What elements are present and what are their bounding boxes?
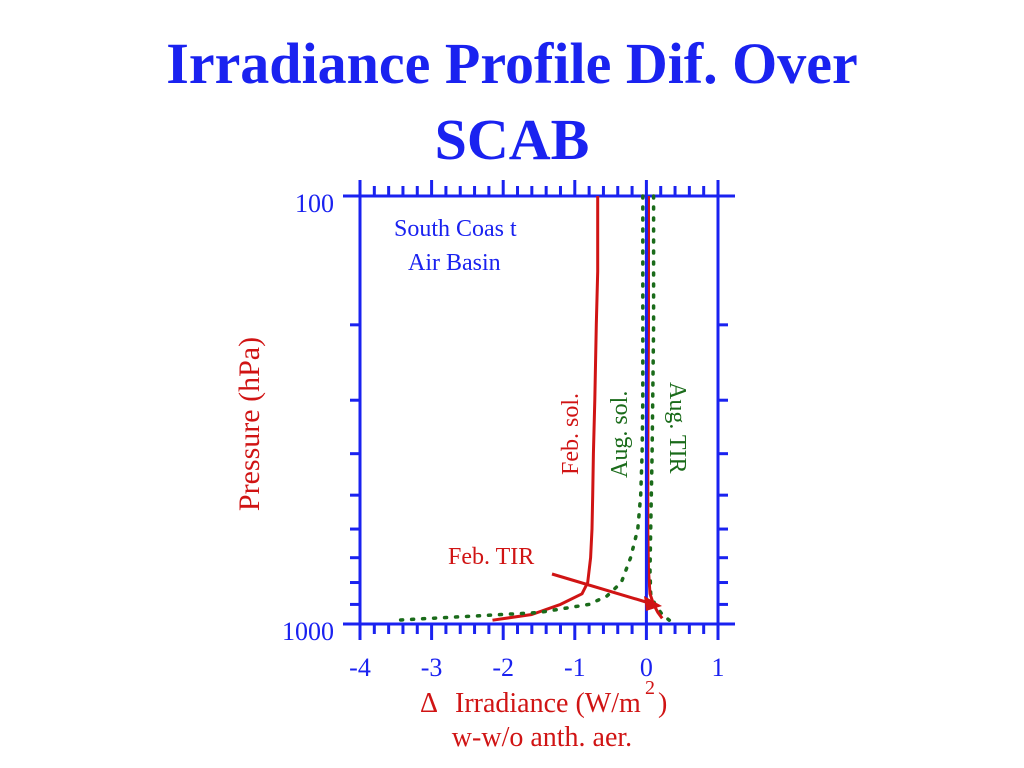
slide-title-line1: Irradiance Profile Dif. Over [166, 31, 858, 96]
series-line-feb-sol [492, 196, 600, 622]
plot-frame [358, 194, 720, 626]
x-tick-label: -2 [492, 653, 514, 682]
x-axis-label-text: Irradiance (W/m [455, 688, 641, 719]
x-axis-label-line1: Δ Irradiance (W/m) [420, 688, 667, 719]
series-layer [394, 194, 672, 624]
x-axis-label-line2: w-w/o anth. aer. [452, 722, 632, 753]
x-tick-labels: -4 -3 -2 -1 0 1 [349, 653, 724, 682]
annotation-line1: South Coas t [394, 216, 517, 242]
x-tick-label: -1 [564, 653, 586, 682]
x-axis-label-close: ) [658, 688, 667, 719]
x-tick-label: 0 [640, 653, 653, 682]
y-tick-label-100: 100 [295, 189, 334, 218]
x-axis-delta-symbol: Δ [420, 688, 438, 719]
x-tick-label: -4 [349, 653, 371, 682]
y-axis-label: Pressure (hPa) [233, 337, 266, 511]
slide-title-line2: SCAB [434, 107, 590, 172]
series-label-feb-sol: Feb. sol. [558, 393, 584, 475]
x-tick-label: -3 [421, 653, 443, 682]
y-tick-label-1000: 1000 [282, 617, 334, 646]
axis-minor-ticks [350, 180, 728, 640]
annotation-line2: Air Basin [408, 250, 501, 276]
series-line-aug-sol [394, 194, 645, 622]
series-label-aug-tir: Aug. TIR [664, 382, 690, 474]
feb-tir-arrowhead [644, 596, 662, 611]
x-tick-label: 1 [712, 653, 725, 682]
x-axis-label-superscript: 2 [645, 677, 655, 699]
series-line-feb-tir [646, 196, 664, 620]
series-label-feb-tir: Feb. TIR [448, 544, 534, 570]
series-label-aug-sol: Aug. sol. [607, 391, 633, 478]
feb-tir-arrow-line [551, 572, 647, 604]
